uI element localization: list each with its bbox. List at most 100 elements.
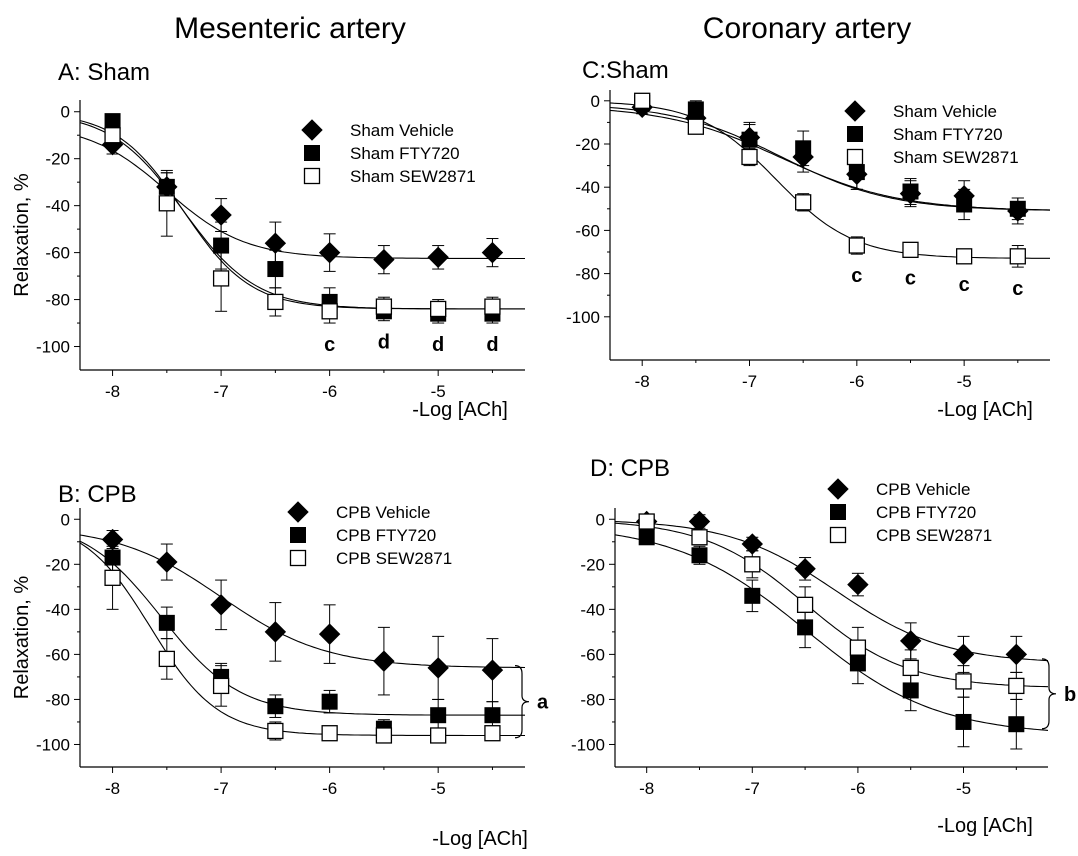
panel-d-x-tick-label: -7 [745, 779, 760, 798]
panel-d-y-tick-label: -100 [571, 735, 605, 754]
panel-d-y-tick-label: -40 [580, 600, 605, 619]
panel-a-point-diamond [318, 241, 341, 264]
panel-c-y-tick-label: -80 [575, 265, 600, 284]
panel-d-fit-curve-open [614, 522, 1049, 688]
panel-c-x-axis-label: -Log [ACh] [937, 399, 1033, 421]
panel-a-legend-marker-diamond [301, 119, 323, 141]
panel-a-y-tick-label: -100 [36, 338, 70, 357]
panel-d-point-square [902, 682, 919, 699]
panel-c-x-tick-label: -7 [742, 372, 757, 391]
panel-d-point-open [955, 673, 972, 690]
panel-d-point-square [691, 547, 708, 564]
panel-d-bracket-label: b [1064, 684, 1076, 706]
panel-c-legend-marker-open [846, 148, 864, 166]
panel-d-point-open [902, 659, 919, 677]
panel-a-point-square [158, 178, 175, 195]
panel-d-legend-label: CPB FTY720 [876, 503, 976, 522]
panel-d-fit-curve-square [614, 534, 1049, 731]
panel-a-point-square [213, 237, 230, 254]
panel-d-point-square [1008, 716, 1025, 733]
panel-d-point-diamond [900, 630, 922, 652]
panel-d-point-square [849, 655, 866, 672]
panel-d-legend-marker-square [830, 504, 846, 520]
panel-c-point-open [687, 118, 705, 135]
panel-d: D: CPB 0 -20 -40 -60 -80 -100 -8 -7 -6 -5 -Log [AC… [571, 455, 1076, 837]
panel-c-fit-curve-square [609, 106, 1051, 211]
panel-a-point-diamond [264, 232, 287, 254]
panel-b-legend-marker-diamond [287, 501, 309, 523]
panel-b-point-open [212, 677, 230, 695]
panel-c-significance-label: c [905, 267, 916, 289]
panel-b-point-diamond [373, 650, 395, 672]
panel-a-legend-label: Sham Vehicle [350, 121, 454, 140]
panel-b-point-diamond [210, 594, 232, 616]
panel-c-point-square [795, 140, 812, 157]
panel-a-significance-label: c [324, 334, 335, 356]
panel-a-point-square [104, 113, 121, 130]
panel-a-legend-label: Sham SEW2871 [350, 167, 476, 186]
panel-d-point-diamond [741, 533, 763, 555]
panel-b-point-open [104, 569, 121, 586]
panel-c-point-open [634, 92, 651, 109]
panel-c-x-tick-label: -5 [957, 372, 972, 391]
panel-b-legend-label: CPB FTY720 [336, 526, 436, 545]
panel-b-point-open [321, 725, 338, 742]
panel-b-fit-curve-diamond [79, 534, 526, 669]
panel-d-y-tick-label: -20 [580, 555, 605, 574]
panel-a: A: Sham 0 -20 -40 -60 -80 -100 -8 -7 -6 -5-Log [A… [11, 59, 525, 421]
panel-d-point-open [691, 529, 708, 546]
panel-a-title: A: Sham [58, 59, 150, 86]
panel-c-significance-label: c [1012, 278, 1023, 300]
panel-c-y-tick-label: -20 [575, 135, 600, 154]
panel-b-x-tick-label: -5 [431, 779, 446, 798]
panel-b-fit-curve-square [79, 540, 525, 716]
panel-b-x-tick-label: -8 [105, 779, 120, 798]
panel-d-legend-marker-diamond [827, 478, 849, 500]
panel-c-y-tick-label: -60 [575, 221, 600, 240]
panel-d-x-axis-label: -Log [ACh] [937, 815, 1033, 837]
panel-c-x-tick-label: -6 [849, 372, 864, 391]
panel-c-point-square [687, 101, 704, 118]
panel-d-point-open [796, 596, 814, 613]
panel-a-y-axis-label: Relaxation, % [11, 173, 33, 297]
panel-c: C:Sham 0 -20 -40 -60 -80 -100 -8 -7 -6 -5 -Log [AC… [566, 57, 1051, 421]
panel-b-point-open [375, 727, 393, 744]
panel-b-point-diamond [264, 621, 287, 643]
panel-c-significance-label: c [959, 274, 970, 296]
panel-b-y-tick-label: -20 [45, 555, 70, 574]
column-title-mesenteric: Mesenteric artery [174, 12, 406, 45]
panel-a-y-tick-label: -40 [45, 197, 70, 216]
panel-d-legend-label: CPB SEW2871 [876, 526, 992, 545]
panel-b-y-tick-label: -100 [36, 735, 70, 754]
panel-d-point-square [955, 713, 972, 730]
panel-d-legend-label: CPB Vehicle [876, 480, 971, 499]
panel-a-y-tick-label: -60 [45, 244, 70, 263]
panel-c-point-open [1009, 248, 1026, 265]
panel-d-x-tick-label: -8 [639, 779, 654, 798]
panel-b-x-tick-label: -7 [214, 779, 229, 798]
panel-b-point-square [430, 707, 447, 724]
panel-c-point-square [956, 196, 973, 213]
panel-b-x-tick-label: -6 [322, 779, 337, 798]
panel-d-y-tick-label: 0 [596, 510, 605, 529]
panel-b-y-axis-label: Relaxation, % [11, 576, 33, 700]
panel-d-legend-marker-open [829, 526, 847, 544]
panel-b-y-tick-label: -60 [45, 645, 70, 664]
panel-a-point-square [267, 261, 284, 278]
panel-a-point-open [375, 298, 393, 315]
panel-b-point-diamond [481, 659, 504, 681]
panel-a-point-diamond [210, 204, 232, 226]
panel-c-title: C:Sham [582, 57, 669, 84]
panel-b-y-tick-label: -40 [45, 600, 70, 619]
panel-b-point-square [267, 698, 284, 715]
panel-d-title: D: CPB [590, 455, 670, 482]
panel-a-legend-marker-square [304, 145, 320, 161]
panel-a-significance-label: d [432, 334, 444, 356]
panel-c-point-square [848, 164, 865, 181]
panel-b-legend-marker-open [289, 549, 307, 567]
panel-c-significance-label: c [851, 265, 862, 287]
panel-b: B: CPB 0 -20 -40 -60 -80 -100 -8 -7 -6 -5 -Log [AC… [11, 481, 549, 850]
panel-a-y-tick-label: 0 [61, 103, 70, 122]
panel-a-point-open [267, 293, 284, 311]
